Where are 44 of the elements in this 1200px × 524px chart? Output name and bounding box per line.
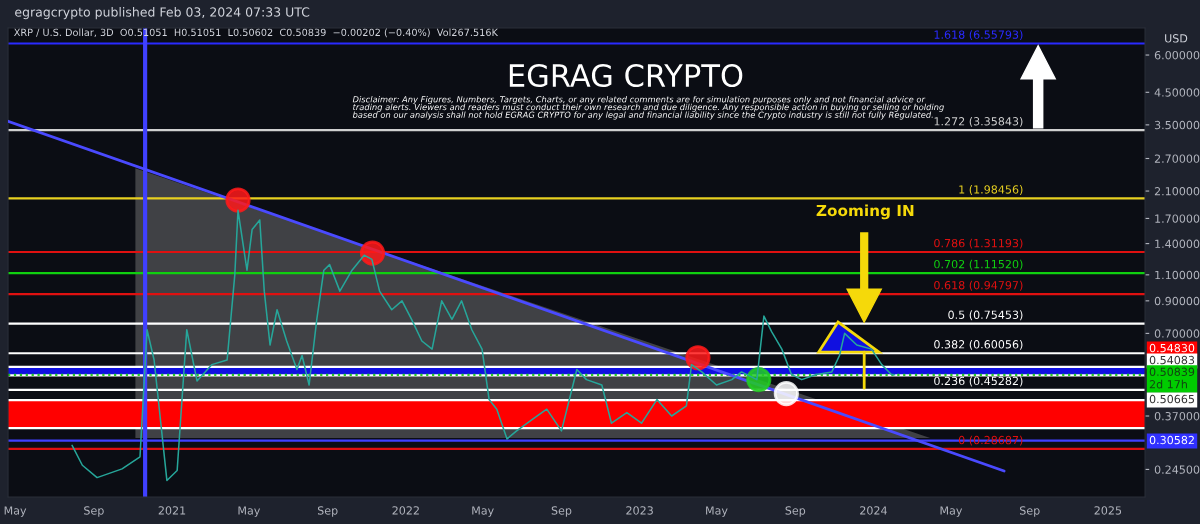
x-tick-label: Sep bbox=[84, 506, 104, 517]
y-tick-label: 2.70000 bbox=[1154, 154, 1200, 163]
x-tick-label: Sep bbox=[785, 506, 806, 517]
x-tick-label: Sep bbox=[1020, 506, 1040, 517]
x-tick-label: 2025 bbox=[1094, 506, 1122, 515]
y-tick-label: 4.50000 bbox=[1154, 88, 1200, 97]
x-tick-label: 2022 bbox=[392, 506, 419, 515]
ref-line-label: 0.618 (0.94797) bbox=[934, 280, 1023, 291]
y-tick-label: 3.50000 bbox=[1154, 120, 1200, 130]
y-tick-label: 1.70000 bbox=[1155, 214, 1200, 223]
x-tick-label: May bbox=[940, 506, 963, 517]
annotation: Zooming IN bbox=[816, 204, 914, 220]
text: egragcrypto published Feb 03, 2024 07:33 UTC bbox=[15, 7, 310, 20]
y-tick-label: 6.00000 bbox=[1154, 51, 1200, 60]
text: EGRAG CRYPTO bbox=[509, 63, 743, 88]
ref-line-label: 1 (1.98456) bbox=[959, 185, 1023, 195]
y-tick-label: 1.10000 bbox=[1155, 270, 1200, 280]
ref-line-label: 0.382 (0.60056) bbox=[934, 339, 1023, 350]
x-tick-label: 2024 bbox=[860, 506, 887, 515]
ref-line-label: 0.5 (0.75453) bbox=[948, 310, 1023, 321]
x-tick-label: 2023 bbox=[626, 506, 653, 515]
x-tick-label: May bbox=[4, 506, 27, 517]
text: 0.54083 bbox=[1149, 355, 1195, 365]
ref-line-label: 1.618 (6.55793) bbox=[934, 30, 1023, 41]
x-tick-label: 2021 bbox=[158, 506, 186, 515]
y-tick-label: 0.37000 bbox=[1154, 411, 1200, 421]
ref-line-label: 0.702 (1.11520) bbox=[934, 259, 1023, 270]
y-tick-label: 1.40000 bbox=[1155, 239, 1200, 248]
text: 0.30582 bbox=[1149, 435, 1194, 445]
y-tick-label: 0.24500 bbox=[1154, 465, 1200, 474]
x-tick-label: May bbox=[472, 506, 494, 517]
x-tick-label: May bbox=[706, 506, 728, 517]
x-tick-label: Sep bbox=[551, 506, 572, 517]
text: USD bbox=[1165, 34, 1188, 43]
text: 0.54830 bbox=[1149, 343, 1195, 353]
y-tick-label: 0.70000 bbox=[1154, 329, 1200, 338]
text: 0.50839 2d 17h bbox=[1149, 367, 1195, 389]
x-tick-label: May bbox=[238, 506, 261, 517]
x-tick-label: Sep bbox=[317, 506, 338, 517]
ref-line-label: 0.236 (0.45282) bbox=[934, 376, 1023, 387]
text: 0.50665 bbox=[1149, 394, 1195, 404]
ref-line-label: 0.786 (1.31193) bbox=[934, 238, 1023, 249]
y-tick-label: 2.10000 bbox=[1154, 187, 1200, 196]
y-tick-label: 0.90000 bbox=[1154, 296, 1200, 306]
